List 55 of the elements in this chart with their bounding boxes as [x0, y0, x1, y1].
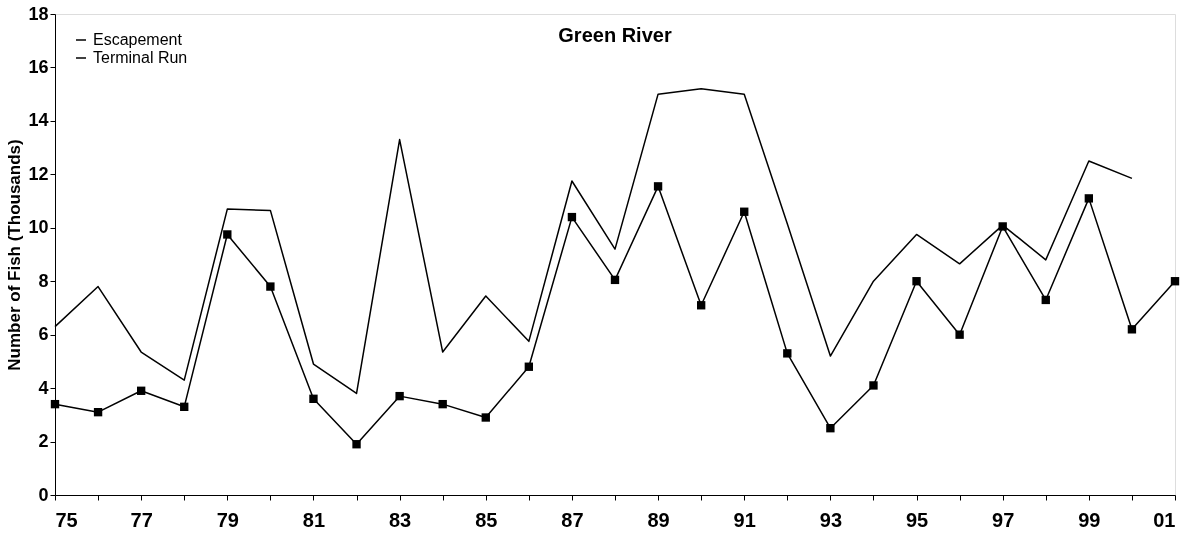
point	[136, 386, 146, 395]
x-tick-label: 97	[992, 508, 1015, 531]
x-tick-label: 01	[1153, 508, 1176, 531]
point	[567, 212, 577, 222]
point	[696, 301, 706, 310]
legend-label: Escapement	[93, 31, 183, 48]
x-tick-label: 83	[388, 508, 412, 531]
point	[912, 277, 921, 286]
x-tick-label: 99	[1078, 508, 1101, 531]
point	[352, 440, 361, 449]
x-tick-label: 75	[55, 508, 78, 531]
y-tick-label: 8	[38, 270, 49, 291]
y-axis-title: Number of Fish (Thousands)	[5, 139, 25, 371]
point	[740, 207, 749, 216]
legend-label: Terminal Run	[93, 49, 188, 66]
x-tick-label: 95	[905, 508, 929, 531]
point	[869, 381, 878, 390]
point	[1041, 295, 1050, 305]
x-tick-label: 91	[733, 508, 756, 531]
y-tick-label: 12	[28, 163, 49, 184]
y-tick-label: 0	[38, 484, 49, 505]
point	[610, 275, 620, 285]
point	[438, 399, 447, 409]
x-tick-label: 93	[819, 508, 843, 531]
x-tick-label: 87	[561, 508, 584, 531]
point	[783, 349, 792, 358]
point	[955, 330, 964, 339]
point	[395, 391, 404, 401]
y-tick-label: 2	[38, 431, 49, 452]
point	[481, 413, 490, 422]
x-tick-label: 81	[302, 508, 326, 531]
point	[309, 394, 318, 403]
y-tick-label: 10	[28, 217, 49, 238]
y-tick-label: 18	[28, 3, 49, 24]
point	[50, 399, 60, 409]
x-tick-label: 85	[475, 508, 498, 531]
point	[826, 424, 835, 433]
y-tick-label: 14	[28, 110, 49, 131]
point	[180, 402, 189, 411]
point	[998, 222, 1007, 231]
point	[223, 230, 232, 239]
point	[524, 362, 534, 371]
y-tick-label: 16	[28, 56, 49, 77]
text: Green River	[558, 24, 672, 46]
point	[93, 407, 103, 417]
point	[653, 182, 663, 191]
x-tick-label: 89	[647, 508, 670, 531]
y-tick-label: 4	[38, 377, 49, 398]
x-tick-label: 77	[130, 508, 153, 531]
point	[266, 282, 275, 291]
point	[1170, 277, 1180, 286]
y-tick-label: 6	[38, 324, 49, 345]
point	[1084, 194, 1094, 203]
point	[1127, 325, 1137, 334]
x-tick-label: 79	[216, 508, 239, 531]
